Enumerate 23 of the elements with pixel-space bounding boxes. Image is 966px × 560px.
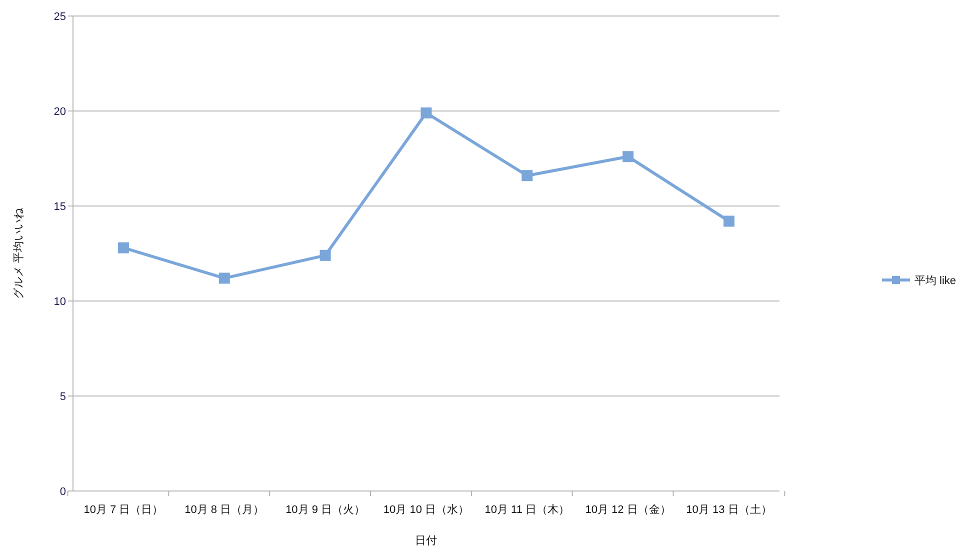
y-tick-label: 15 [54,200,66,213]
x-tick-label: 10月 13 日（土） [686,503,772,516]
point [723,216,734,227]
y-tick-label: 0 [60,486,66,498]
x-axis-title: 日付 [415,535,438,547]
point [218,272,230,284]
x-tick-label: 10月 8 日（月） [184,504,264,516]
y-tick-label: 20 [54,106,66,118]
x-tick-label: 10月 11 日（木） [484,503,570,516]
point [118,242,129,254]
x-tick-label: 10月 12 日（金） [585,504,671,516]
y-tick-label: 10 [54,296,66,308]
x-tick-label: 10月 7 日（日） [84,504,164,516]
y-axis-title: グルメ 平均いいね [12,206,25,300]
point [420,107,432,118]
legend-label: 平均 like [914,274,956,288]
point [622,151,634,162]
y-tick-label: 25 [54,10,66,23]
x-tick-label: 10月 9 日（火） [286,503,366,516]
point [320,250,331,261]
x-tick-label: 10月 10 日（水） [383,503,470,516]
y-tick-label: 5 [60,390,66,403]
point [522,170,533,182]
